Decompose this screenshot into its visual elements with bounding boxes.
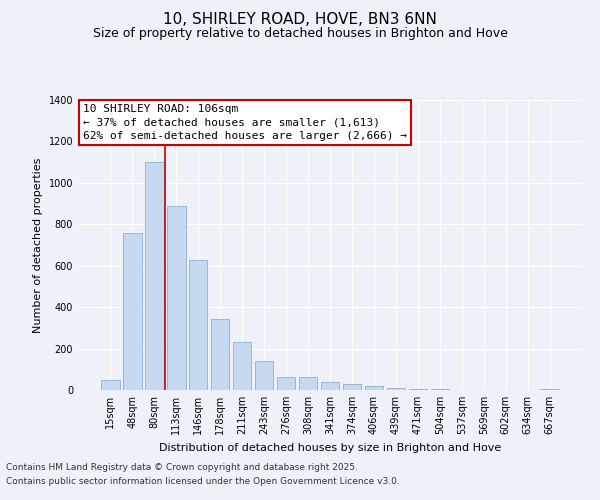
Bar [123,232,142,390]
Bar [189,260,208,390]
Text: Contains HM Land Registry data © Crown copyright and database right 2025.: Contains HM Land Registry data © Crown c… [6,464,358,472]
Bar [320,382,340,390]
Bar [145,162,164,390]
Bar [299,376,317,390]
Bar [386,388,405,390]
Text: Size of property relative to detached houses in Brighton and Hove: Size of property relative to detached ho… [92,28,508,40]
Y-axis label: Number of detached properties: Number of detached properties [33,158,43,332]
Bar [233,342,251,390]
Bar [167,206,185,390]
X-axis label: Distribution of detached houses by size in Brighton and Hove: Distribution of detached houses by size … [159,442,501,452]
Bar [101,380,119,390]
Bar [541,389,559,390]
Text: 10, SHIRLEY ROAD, HOVE, BN3 6NN: 10, SHIRLEY ROAD, HOVE, BN3 6NN [163,12,437,28]
Bar [409,389,427,390]
Text: 10 SHIRLEY ROAD: 106sqm
← 37% of detached houses are smaller (1,613)
62% of semi: 10 SHIRLEY ROAD: 106sqm ← 37% of detache… [83,104,407,141]
Bar [211,318,229,390]
Text: Contains public sector information licensed under the Open Government Licence v3: Contains public sector information licen… [6,477,400,486]
Bar [277,376,295,390]
Bar [343,384,361,390]
Bar [255,361,274,390]
Bar [365,386,383,390]
